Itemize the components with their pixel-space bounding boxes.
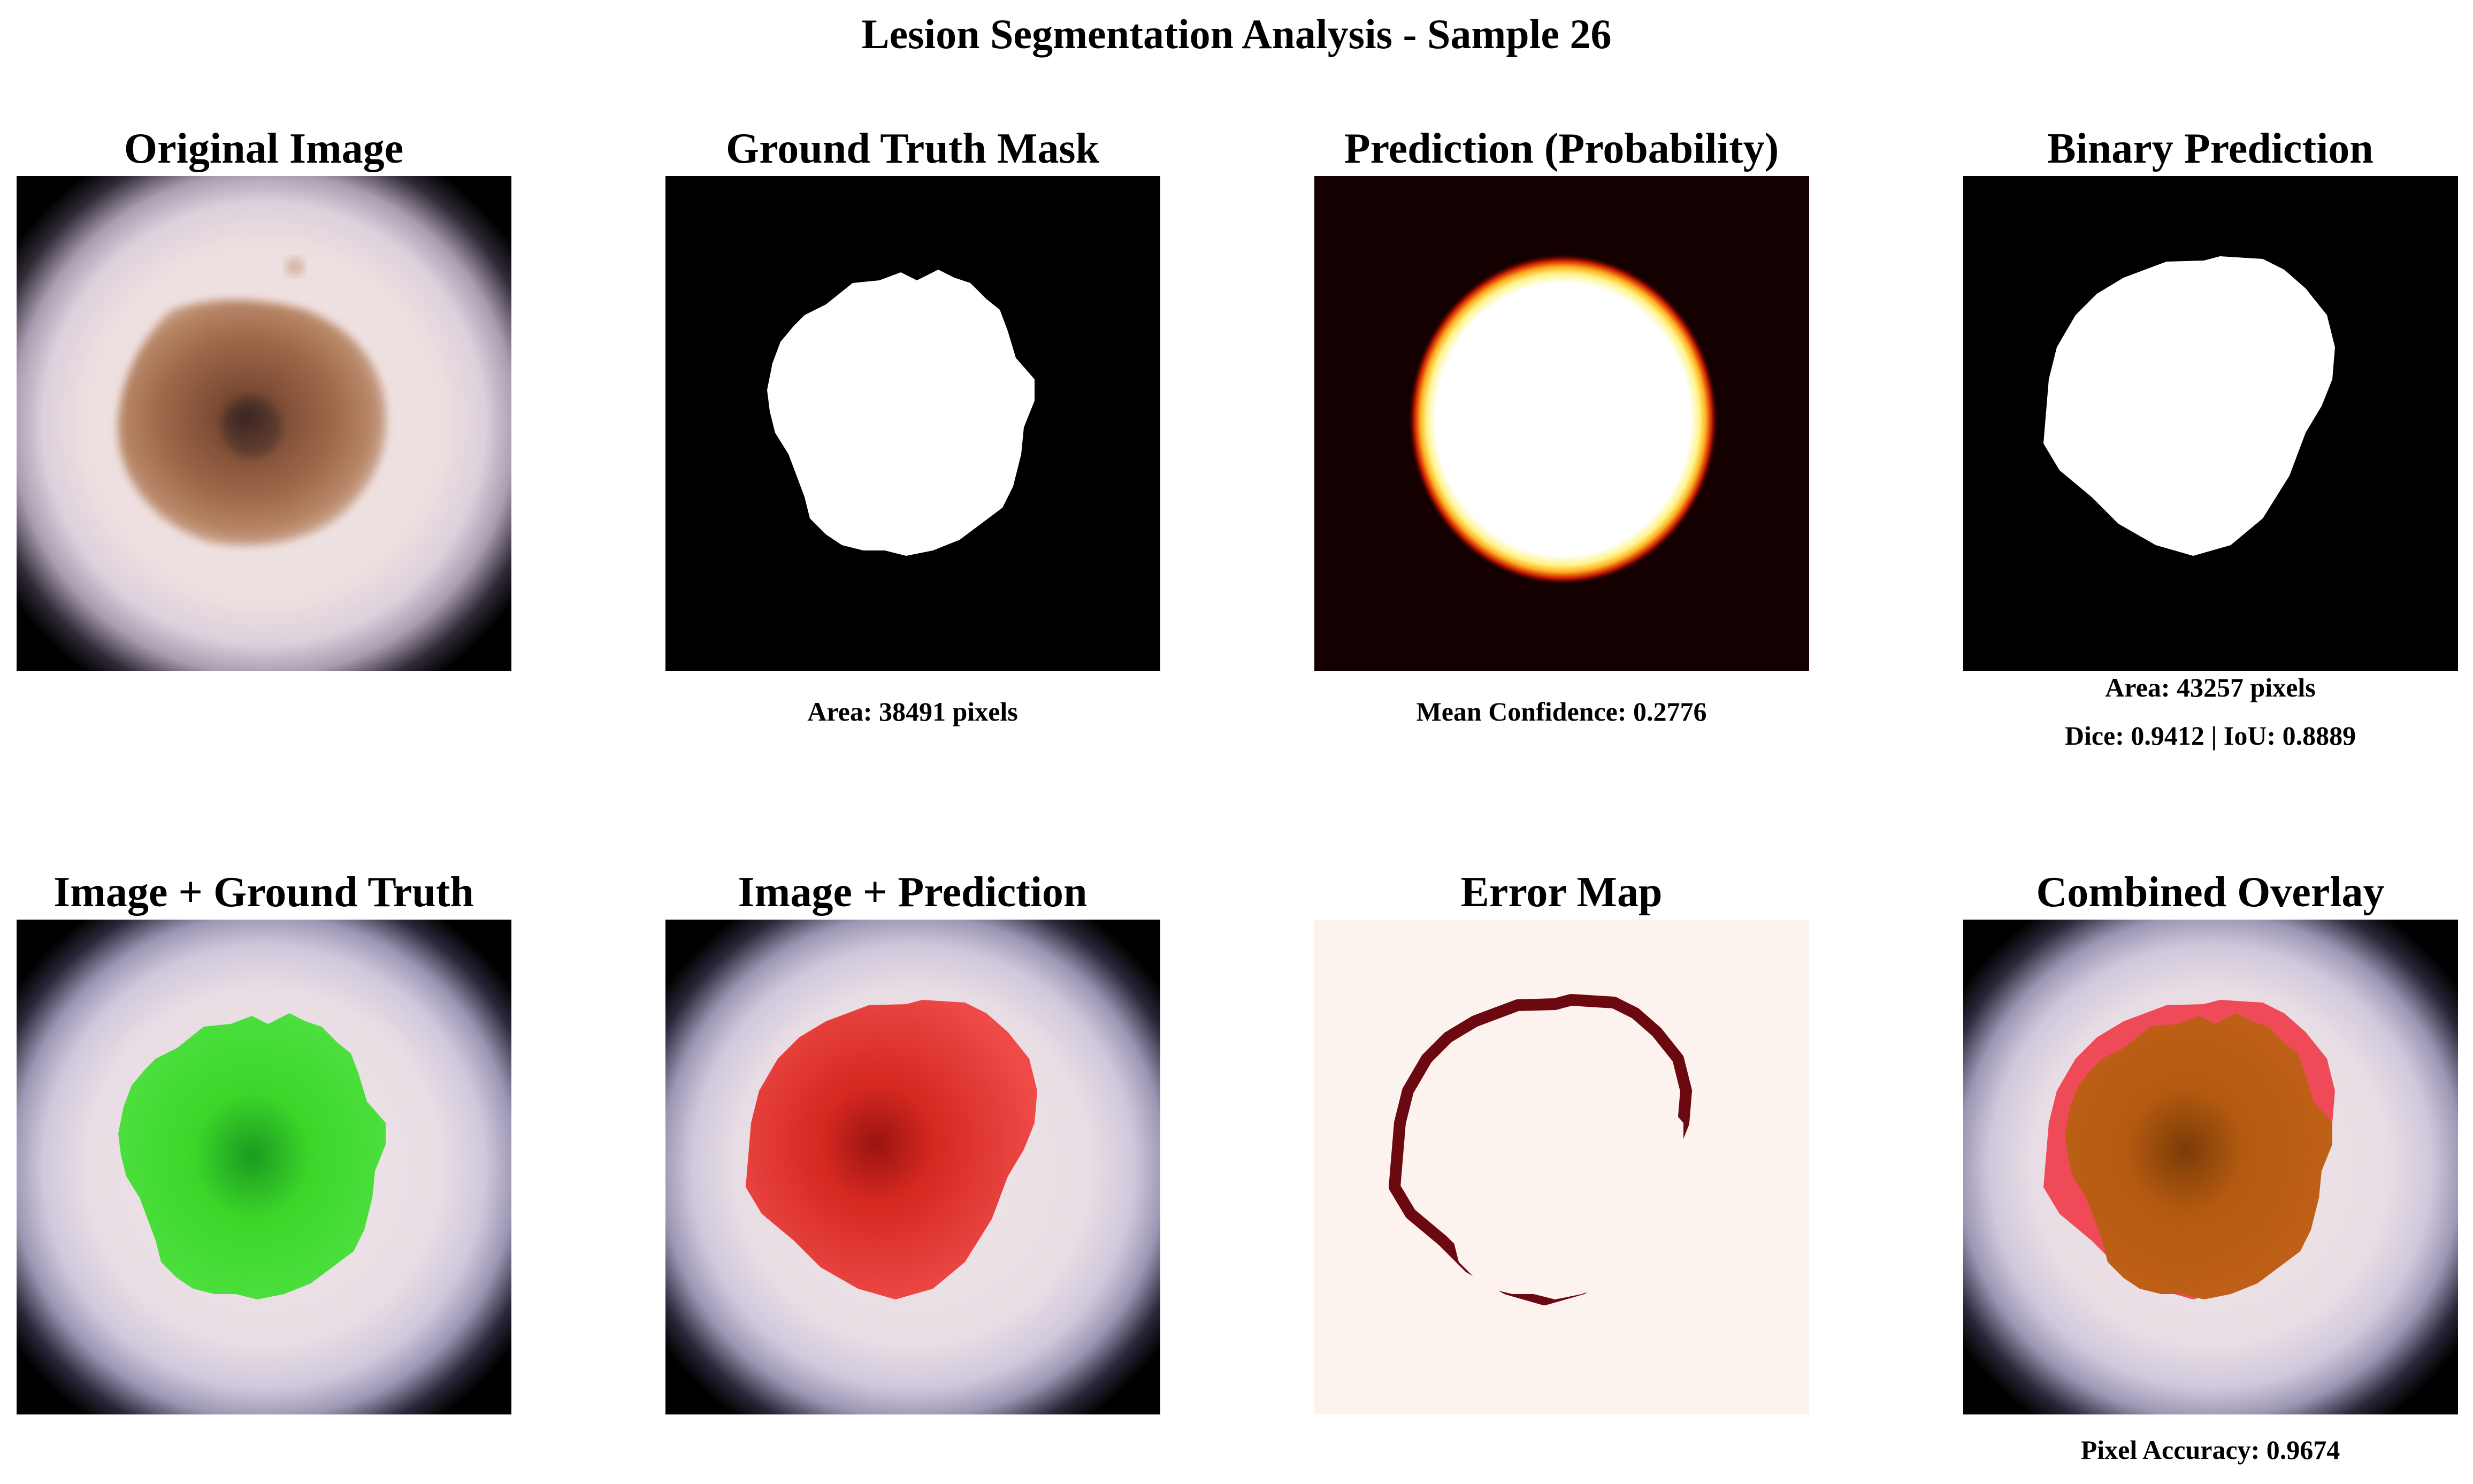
probability-map-panel: [1314, 176, 1809, 671]
error-map: [1314, 920, 1809, 1414]
combined-overlay: [1963, 920, 2458, 1414]
dice-iou-caption: Dice: 0.9412 | IoU: 0.8889: [2064, 721, 2356, 751]
image-pred-overlay: [665, 920, 1160, 1414]
image-gt-overlay: [17, 920, 511, 1414]
image-pred-overlay-panel: [665, 920, 1160, 1414]
ground-truth-mask: [665, 176, 1160, 671]
panel-title-image-gt: Image + Ground Truth: [53, 869, 474, 916]
ground-truth-mask-panel: [665, 176, 1160, 671]
panel-title-original: Original Image: [124, 125, 404, 172]
error-map-panel: [1314, 920, 1809, 1414]
panel-title-combined: Combined Overlay: [2036, 869, 2385, 916]
binary-prediction: [1963, 176, 2458, 671]
original-image: [17, 176, 511, 671]
figure-title: Lesion Segmentation Analysis - Sample 26: [861, 11, 1612, 57]
gt-area-caption: Area: 38491 pixels: [807, 697, 1018, 726]
pred-area-caption: Area: 43257 pixels: [2105, 672, 2316, 702]
binary-prediction-panel: [1963, 176, 2458, 671]
panel-title-probability: Prediction (Probability): [1344, 125, 1779, 172]
panel-title-image-pred: Image + Prediction: [738, 869, 1088, 916]
panel-title-ground-truth: Ground Truth Mask: [725, 125, 1099, 172]
probability-map: [1314, 176, 1809, 671]
original-image-panel: [17, 176, 511, 671]
combined-overlay-panel: [1963, 920, 2458, 1414]
mean-confidence-caption: Mean Confidence: 0.2776: [1416, 697, 1707, 726]
image-gt-overlay-panel: [17, 920, 511, 1414]
pixel-accuracy-caption: Pixel Accuracy: 0.9674: [2080, 1435, 2340, 1465]
panel-title-error-map: Error Map: [1460, 869, 1663, 916]
panel-title-binary-prediction: Binary Prediction: [2047, 125, 2374, 172]
